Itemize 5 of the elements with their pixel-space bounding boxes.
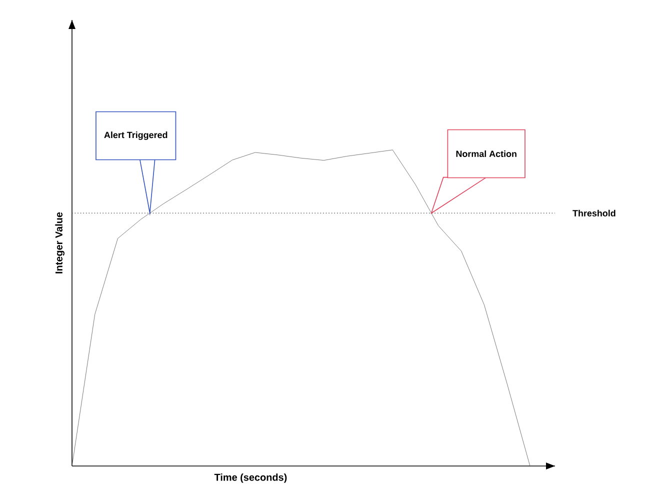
annotation: Normal Action [456,150,516,158]
x-axis-title: Time (seconds) [214,474,287,483]
text: Alert Triggered [104,132,168,140]
y-axis-title: Integer Value [55,212,64,274]
ref-line-label: Threshold [572,210,616,216]
